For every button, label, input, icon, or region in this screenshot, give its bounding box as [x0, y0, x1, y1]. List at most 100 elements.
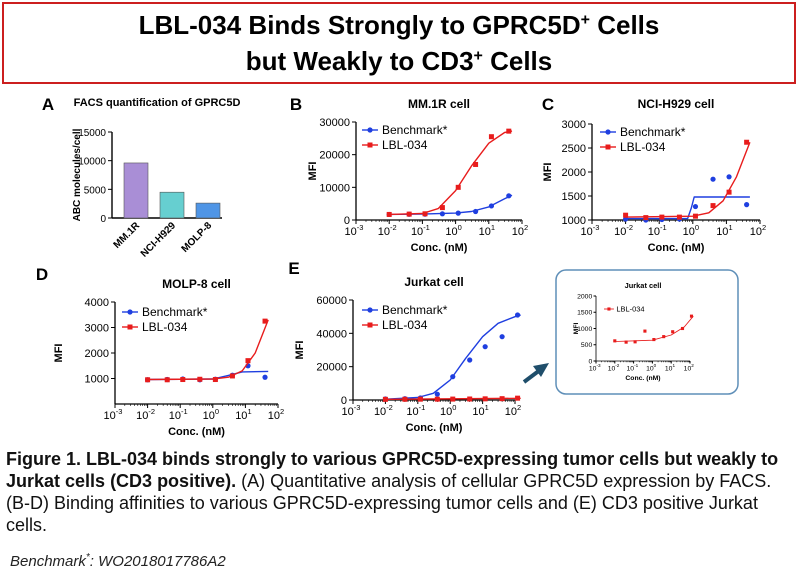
- y-axis-label: MFI: [53, 344, 65, 363]
- footnote: Benchmark*: WO2018017786A2: [10, 552, 226, 570]
- y-tick-label: 3000: [562, 119, 586, 131]
- data-point: [643, 329, 647, 333]
- x-tick-exponent: -1: [660, 223, 667, 232]
- data-point: [499, 396, 505, 402]
- data-point: [482, 396, 488, 402]
- y-tick-label: 0: [341, 395, 347, 407]
- data-point: [455, 184, 461, 190]
- panel-a: A FACS quantification of GPRC5D 0 5000 10000…: [42, 95, 241, 260]
- y-tick-label: 1500: [562, 191, 586, 203]
- x-tick-exponent: 2: [280, 407, 284, 416]
- chart-title: NCI-H929 cell: [638, 97, 715, 111]
- legend-marker: [367, 307, 373, 313]
- y-tick-label: 15000: [78, 128, 106, 139]
- x-tick-label: 10-1: [411, 223, 430, 238]
- x-tick-exponent: -3: [357, 223, 364, 232]
- data-point: [676, 214, 682, 220]
- legend-label: LBL-034: [142, 320, 188, 334]
- x-tick-exponent: 0: [452, 403, 456, 412]
- series-fit-line: [614, 315, 694, 342]
- title-line-1: LBL-034 Binds Strongly to GPRC5D+ Cells: [138, 10, 660, 40]
- data-point: [710, 176, 716, 182]
- legend-label: LBL-034: [616, 304, 644, 313]
- inset-arrow-shaft: [522, 368, 542, 384]
- legend-marker: [367, 322, 373, 328]
- x-tick-label: 100: [646, 363, 657, 372]
- data-point: [180, 377, 186, 383]
- x-tick-label: 10-1: [648, 223, 667, 238]
- data-point: [212, 377, 218, 383]
- x-tick-label: 100: [683, 223, 699, 238]
- chart-title: Jurkat cell: [625, 281, 662, 290]
- title-line-2: but Weakly to CD3+ Cells: [245, 46, 553, 76]
- data-point: [710, 203, 716, 209]
- x-tick-label: 10-1: [169, 407, 188, 422]
- data-point: [482, 344, 488, 350]
- data-point: [692, 203, 699, 210]
- legend-label: LBL-034: [382, 318, 428, 332]
- data-point: [467, 396, 473, 402]
- data-point: [164, 377, 170, 383]
- data-point: [262, 318, 268, 324]
- series-fit-line: [385, 314, 521, 400]
- x-tick-label: 102: [268, 407, 284, 422]
- caption-body: (A) Quantitative analysis of cellular GP…: [6, 471, 772, 535]
- bar: [159, 191, 185, 219]
- legend-marker: [127, 309, 133, 315]
- legend-marker: [127, 324, 133, 330]
- data-point: [515, 395, 521, 401]
- y-tick-label: 2000: [562, 167, 586, 179]
- x-tick-label: 10-3: [589, 363, 601, 372]
- data-point: [488, 203, 495, 209]
- y-tick-label: 0: [100, 214, 106, 225]
- inset-box: [555, 269, 739, 395]
- x-tick-exponent: 0: [654, 363, 657, 368]
- data-point: [434, 396, 440, 402]
- x-tick-exponent: 1: [491, 223, 495, 232]
- x-tick-exponent: -1: [423, 223, 430, 232]
- x-tick-label: 10-2: [614, 223, 633, 238]
- x-tick-label: MOLP-8: [180, 220, 215, 255]
- x-tick-label: 10-2: [378, 223, 397, 238]
- data-point: [472, 208, 479, 215]
- data-point: [633, 340, 637, 344]
- panel-c: C NCI-H929 cell 1 0 -3 10-2 10-1 100 101 102 1000 1…: [542, 95, 766, 254]
- y-tick-label: 2000: [577, 293, 592, 300]
- x-tick-exponent: 2: [517, 403, 521, 412]
- x-tick-label: 102: [750, 223, 766, 238]
- x-tick-label: 101: [479, 223, 495, 238]
- data-point: [386, 211, 392, 217]
- panel-letter: C: [542, 95, 554, 114]
- data-point: [624, 340, 628, 344]
- legend-marker: [605, 144, 611, 150]
- y-tick-label: 1000: [562, 215, 586, 227]
- legend-marker: [605, 129, 611, 135]
- x-tick-label: 10-1: [406, 403, 425, 418]
- x-tick-label: 100: [440, 403, 456, 418]
- x-axis-label: Conc. (nM): [411, 242, 468, 254]
- data-point: [488, 134, 494, 140]
- data-point: [671, 330, 675, 334]
- legend-label: LBL-034: [382, 138, 428, 152]
- x-tick-label: 100: [203, 407, 219, 422]
- x-tick-label: 101: [665, 363, 676, 372]
- legend-label: Benchmark*: [620, 125, 686, 139]
- x-tick-label: 100: [445, 223, 461, 238]
- legend-label: Benchmark*: [142, 305, 208, 319]
- data-point: [450, 374, 456, 380]
- legend-label: LBL-034: [620, 140, 666, 154]
- data-point: [499, 334, 505, 340]
- data-point: [450, 396, 456, 402]
- x-tick-exponent: 2: [524, 223, 528, 232]
- data-point: [613, 339, 617, 343]
- y-tick-label: 1000: [577, 326, 592, 333]
- data-point: [623, 212, 629, 218]
- x-tick-exponent: 2: [762, 223, 766, 232]
- x-tick-exponent: 1: [247, 407, 251, 416]
- y-tick-label: 5000: [84, 185, 107, 196]
- x-tick-label: 102: [505, 403, 521, 418]
- legend-marker: [367, 142, 373, 148]
- x-tick-exponent: -3: [116, 407, 123, 416]
